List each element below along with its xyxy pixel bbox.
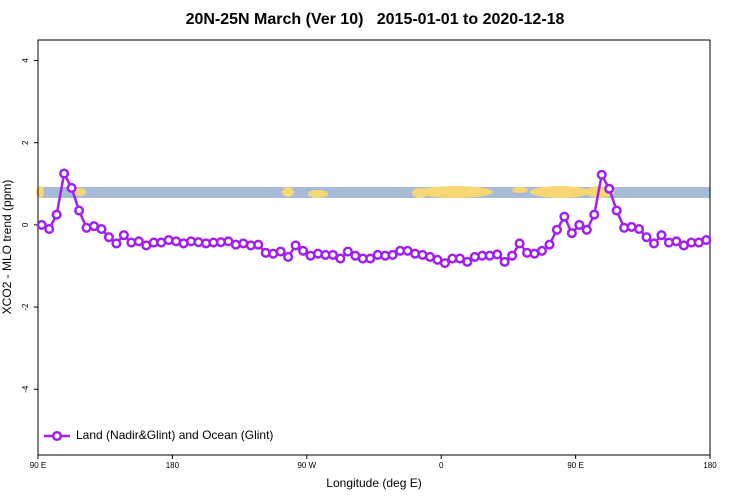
x-axis-label: Longitude (deg E) xyxy=(326,476,421,490)
x-tick-label: 90 E xyxy=(567,461,583,470)
y-tick-label: 4 xyxy=(21,58,30,63)
point xyxy=(59,168,70,179)
plot-frame xyxy=(37,39,711,456)
point xyxy=(551,224,562,235)
point xyxy=(701,235,712,246)
point xyxy=(439,258,450,269)
point xyxy=(290,240,301,251)
point xyxy=(133,236,144,247)
y-tick-label: -4 xyxy=(21,385,30,393)
point xyxy=(648,238,660,249)
point xyxy=(641,232,652,243)
point xyxy=(514,238,525,249)
point xyxy=(253,239,264,250)
legend-label: Land (Nadir&Glint) and Ocean (Glint) xyxy=(76,428,273,442)
point xyxy=(74,205,85,216)
point xyxy=(634,223,645,235)
point xyxy=(335,253,346,264)
y-axis-label: XCO2 - MLO trend (ppm) xyxy=(0,180,14,315)
point xyxy=(604,183,615,194)
point xyxy=(581,224,592,235)
point xyxy=(36,219,47,230)
point xyxy=(103,232,114,243)
point xyxy=(574,219,585,230)
point xyxy=(544,239,555,250)
point xyxy=(507,250,518,261)
x-tick-label: 90 W xyxy=(297,461,316,470)
point xyxy=(611,205,622,216)
point xyxy=(111,238,122,249)
x-tick-label: 90 E xyxy=(30,461,46,470)
point xyxy=(342,246,353,257)
point xyxy=(387,249,398,260)
point xyxy=(66,182,77,193)
point xyxy=(559,211,570,222)
x-tick-label: 0 xyxy=(439,461,444,470)
point xyxy=(365,253,376,264)
point xyxy=(462,256,473,267)
point xyxy=(589,209,600,220)
x-tick-label: 180 xyxy=(166,461,180,470)
point xyxy=(656,230,667,241)
point xyxy=(492,249,503,260)
legend-marker xyxy=(51,430,63,442)
x-tick-label: 180 xyxy=(703,461,717,470)
point xyxy=(671,236,682,247)
point xyxy=(566,228,577,239)
point xyxy=(283,251,294,263)
chart-title: 20N-25N March (Ver 10) 2015-01-01 to 202… xyxy=(186,11,565,28)
point xyxy=(96,223,107,235)
point xyxy=(596,169,607,180)
point xyxy=(327,249,338,260)
y-tick-label: 0 xyxy=(21,222,30,227)
point xyxy=(275,246,286,257)
point xyxy=(499,256,510,267)
y-tick-label: 2 xyxy=(21,140,30,145)
point xyxy=(118,230,129,241)
point xyxy=(44,223,55,235)
point xyxy=(298,245,309,256)
y-tick-label: -2 xyxy=(21,303,30,311)
point xyxy=(536,245,548,256)
point xyxy=(51,209,62,220)
